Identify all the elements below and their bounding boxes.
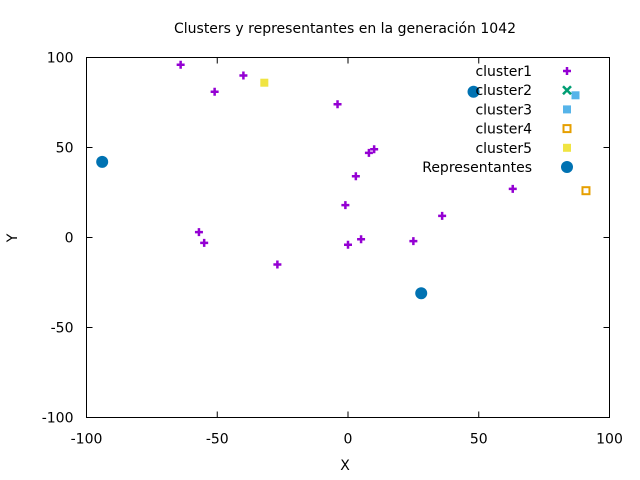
cluster1-point bbox=[341, 201, 350, 210]
cluster1-point bbox=[194, 228, 203, 237]
x-axis-label: X bbox=[340, 458, 350, 474]
cluster3-point bbox=[571, 91, 580, 100]
legend-marker-cluster3 bbox=[563, 105, 571, 114]
cluster1-point bbox=[333, 100, 342, 109]
legend-label-cluster2: cluster2 bbox=[475, 83, 532, 99]
y-tick-label: 100 bbox=[47, 51, 74, 67]
legend-label-cluster5: cluster5 bbox=[475, 141, 532, 157]
legend-marker-representantes bbox=[561, 161, 573, 173]
cluster5-point bbox=[260, 78, 269, 87]
legend-marker-cluster4 bbox=[562, 124, 572, 134]
legend-label-cluster1: cluster1 bbox=[475, 64, 532, 80]
cluster1-point bbox=[438, 211, 447, 220]
y-tick-label: -100 bbox=[42, 411, 74, 427]
y-tick-label: -50 bbox=[51, 321, 74, 337]
cluster1-point bbox=[370, 145, 379, 154]
x-tick-label: -50 bbox=[206, 432, 229, 448]
cluster1-point bbox=[351, 172, 360, 181]
cluster1-point bbox=[409, 237, 418, 246]
legend-label-cluster3: cluster3 bbox=[475, 102, 532, 118]
representantes-point bbox=[96, 155, 109, 168]
x-tick-label: 0 bbox=[344, 432, 353, 448]
cluster1-point bbox=[357, 235, 366, 244]
x-tick-label: -100 bbox=[71, 432, 103, 448]
cluster1-point bbox=[273, 260, 282, 269]
representantes-point bbox=[467, 85, 480, 98]
chart-title: Clusters y representantes en la generaci… bbox=[174, 21, 516, 37]
cluster1-point bbox=[210, 87, 219, 96]
axis-tick-labels: -100 -50 0 50 100 -100 -50 0 50 100 bbox=[42, 51, 623, 448]
legend-label-cluster4: cluster4 bbox=[475, 122, 532, 138]
y-axis-label: Y bbox=[5, 233, 21, 243]
representantes-point bbox=[415, 287, 428, 300]
cluster1-point bbox=[344, 240, 352, 249]
cluster1-point bbox=[508, 184, 517, 193]
x-tick-label: 100 bbox=[596, 432, 623, 448]
cluster1-point bbox=[364, 148, 373, 157]
data-points bbox=[96, 60, 591, 300]
legend-marker-cluster5 bbox=[563, 143, 571, 152]
legend: cluster1 cluster2 cluster3 cluster4 cluster5… bbox=[422, 64, 573, 176]
cluster1-point bbox=[239, 71, 248, 80]
axis-ticks bbox=[86, 57, 610, 418]
legend-label-representantes: Representantes bbox=[422, 160, 532, 176]
legend-marker-cluster2 bbox=[562, 85, 572, 96]
x-tick-label: 50 bbox=[470, 432, 488, 448]
cluster1-point bbox=[200, 238, 209, 247]
y-tick-label: 50 bbox=[56, 141, 74, 157]
cluster1-point bbox=[176, 60, 185, 69]
legend-marker-cluster1 bbox=[563, 67, 571, 75]
cluster4-point bbox=[581, 186, 591, 196]
y-tick-label: 0 bbox=[65, 231, 74, 247]
